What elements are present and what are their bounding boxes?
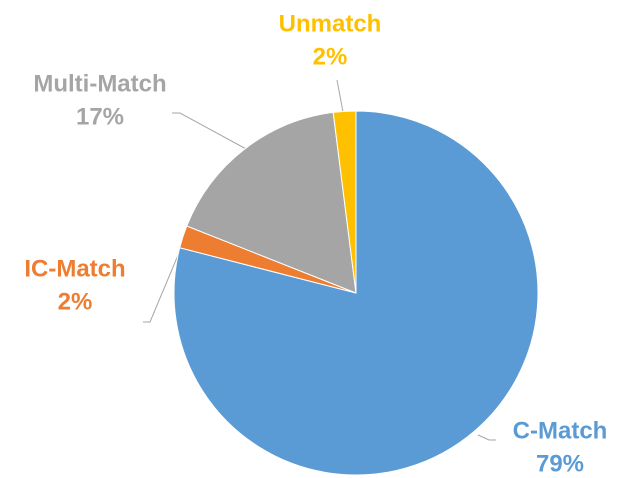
slice-value-label: 2%: [313, 43, 348, 70]
slice-label: IC-Match: [24, 255, 125, 282]
slice-value-label: 17%: [76, 103, 124, 130]
slice-label: C-Match: [513, 417, 608, 444]
leader-line: [143, 247, 182, 323]
pie-slice: [186, 111, 357, 294]
leader-line: [477, 434, 496, 441]
pie-slice: [332, 110, 357, 294]
slice-value-label: 79%: [536, 450, 584, 477]
leader-line: [172, 112, 249, 151]
pie-slice: [173, 110, 539, 476]
leader-line: [336, 79, 344, 113]
slice-value-label: 2%: [58, 288, 93, 315]
slice-label: Unmatch: [279, 10, 382, 37]
slice-label: Multi-Match: [33, 70, 166, 97]
